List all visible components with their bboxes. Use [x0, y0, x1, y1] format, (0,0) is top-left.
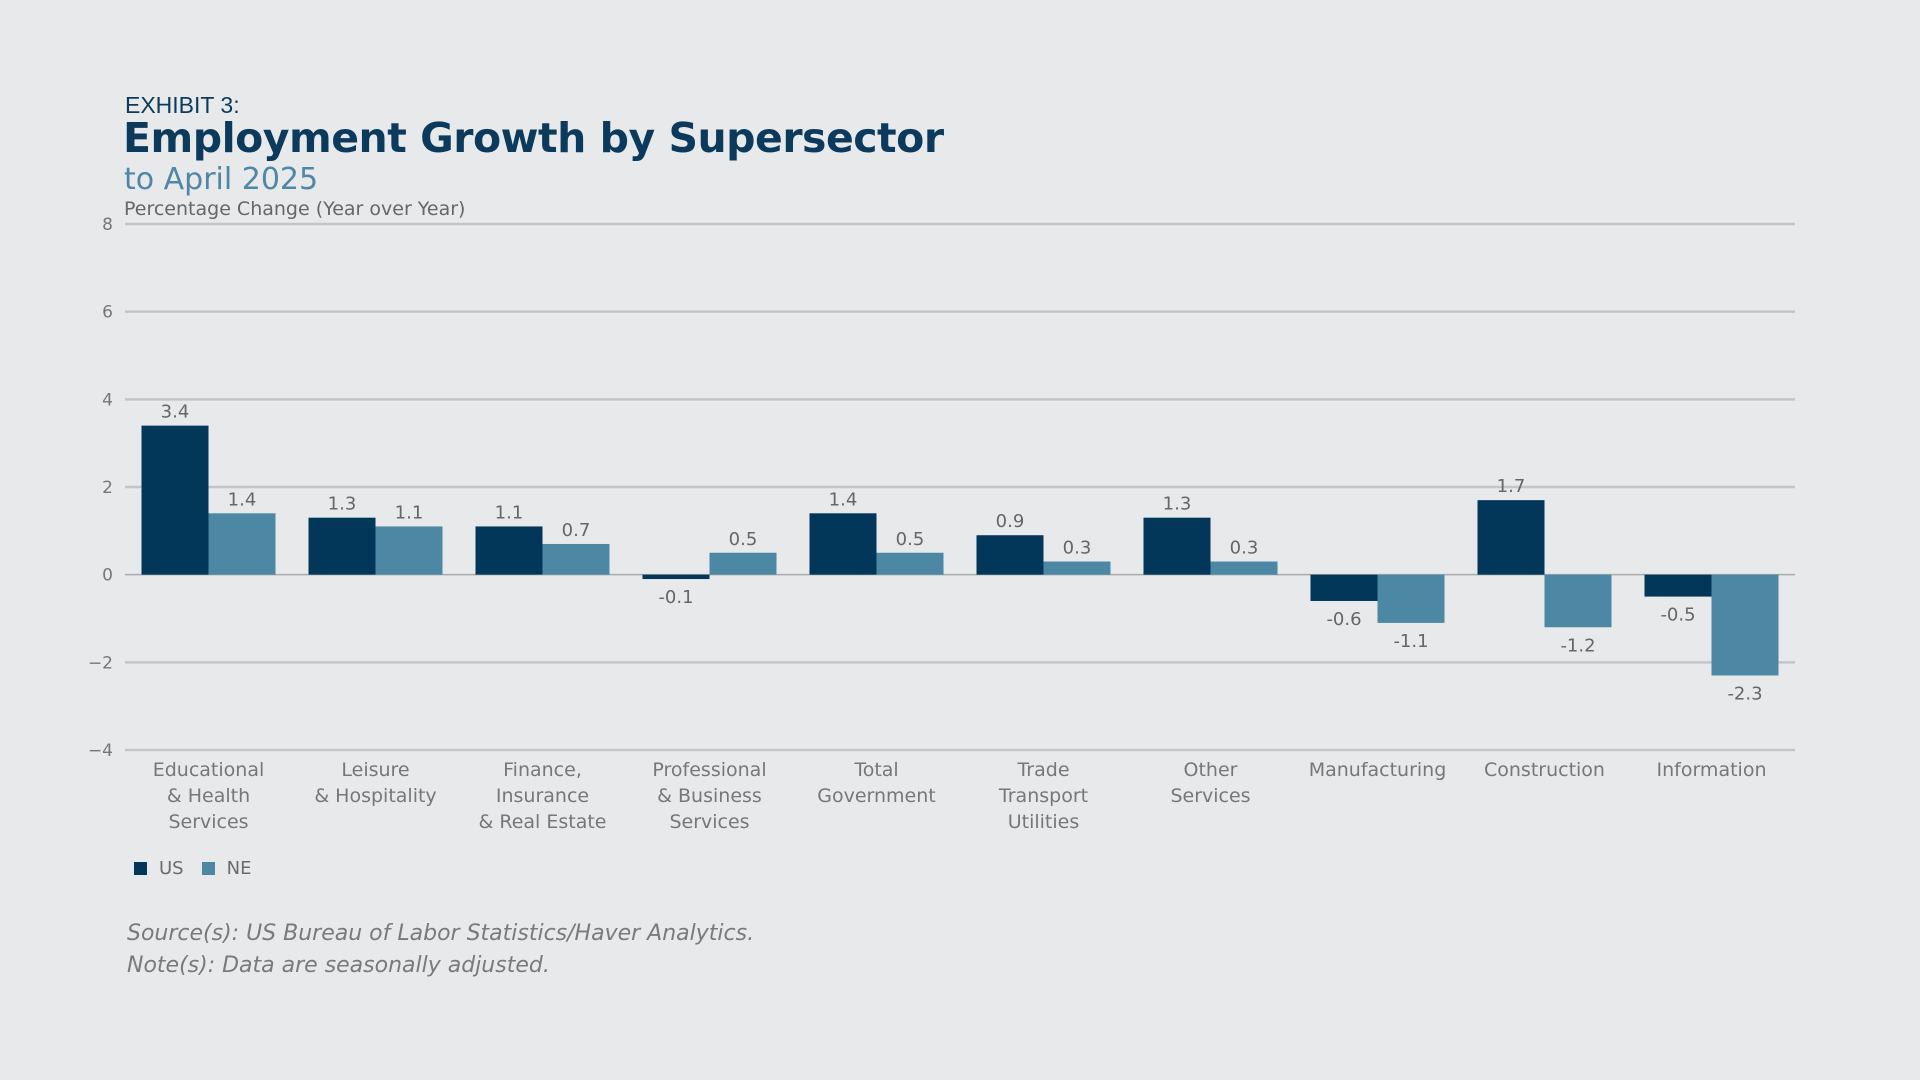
data-label: -0.6: [1326, 609, 1361, 630]
x-tick-label: Other Services: [1170, 759, 1250, 807]
x-tick-label: Professional & Business Services: [652, 759, 766, 833]
exhibit-label: EXHIBIT 3:: [125, 92, 240, 118]
data-label: 1.7: [1497, 476, 1526, 497]
data-label: 1.3: [1163, 494, 1192, 515]
y-tick-label: −4: [88, 741, 113, 761]
bar-ne: [542, 543, 610, 575]
x-tick-label: Total Government: [817, 759, 936, 807]
y-tick-label: 6: [102, 303, 113, 323]
data-label: 0.3: [1063, 538, 1092, 559]
bar-us: [141, 425, 209, 575]
data-label: 1.4: [228, 489, 257, 510]
bar-ne: [208, 513, 276, 575]
bar-ne: [709, 552, 777, 575]
bar-ne: [1210, 561, 1278, 575]
data-label: 0.5: [729, 529, 758, 550]
data-label: 1.1: [395, 502, 424, 523]
y-tick-label: −2: [88, 653, 113, 673]
bar-us: [1644, 574, 1712, 597]
bar-us: [308, 517, 376, 575]
bar-ne: [1544, 574, 1612, 628]
bar-us: [642, 574, 710, 580]
data-label: 0.7: [562, 520, 591, 541]
bar-ne: [1377, 574, 1445, 623]
x-tick-label: Trade Transport Utilities: [998, 759, 1088, 833]
y-tick-label: 0: [102, 566, 113, 586]
legend-label-us: US: [159, 858, 184, 879]
legend-item-ne: NE: [201, 858, 252, 879]
legend-label-ne: NE: [226, 858, 252, 879]
bar-us: [1477, 500, 1545, 575]
data-label: -0.1: [658, 587, 693, 608]
chart-subtitle: to April 2025: [124, 162, 319, 197]
bar-ne: [1043, 561, 1111, 575]
data-label: -1.2: [1560, 635, 1595, 656]
legend-item-us: US: [134, 858, 184, 879]
bar-us: [809, 513, 877, 575]
bar-ne: [1711, 574, 1779, 676]
legend-swatch-us: [134, 862, 147, 875]
y-tick-label: 2: [102, 478, 113, 498]
data-label: 0.9: [996, 511, 1025, 532]
x-tick-label: Manufacturing: [1309, 759, 1447, 781]
source-note: Source(s): US Bureau of Labor Statistics…: [127, 921, 755, 946]
chart-title: Employment Growth by Supersector: [123, 114, 944, 162]
data-label: 3.4: [161, 402, 190, 423]
x-tick-label: Construction: [1484, 759, 1605, 781]
data-label: -0.5: [1660, 605, 1695, 626]
data-note: Note(s): Data are seasonally adjusted.: [127, 953, 550, 978]
data-label: 1.4: [829, 489, 858, 510]
y-axis-label: Percentage Change (Year over Year): [124, 198, 466, 220]
x-tick-label: Information: [1657, 759, 1767, 781]
data-label: 0.3: [1230, 538, 1259, 559]
bar-us: [976, 535, 1044, 575]
data-label: -2.3: [1727, 683, 1762, 704]
x-tick-label: Educational & Health Services: [153, 759, 265, 833]
x-tick-label: Leisure & Hospitality: [314, 759, 436, 807]
legend: US NE: [134, 858, 269, 879]
bar-ne: [375, 526, 443, 575]
legend-swatch-ne: [201, 862, 215, 875]
data-label: 0.5: [896, 529, 925, 550]
data-label: 1.3: [328, 494, 357, 515]
bar-ne: [876, 552, 944, 575]
bar-us: [475, 526, 543, 575]
data-label: 1.1: [495, 502, 524, 523]
y-tick-label: 4: [102, 390, 113, 410]
x-tick-label: Finance, Insurance & Real Estate: [479, 759, 607, 833]
data-label: -1.1: [1393, 631, 1428, 652]
bar-chart: 8 6 4 2 0 −2 −4 3.4 1.3 1.1 -0.1 1.4 0.9 1.3 -0.6 1.7 -0…: [88, 215, 1795, 833]
bar-us: [1310, 574, 1378, 601]
footnotes: Source(s): US Bureau of Labor Statistics…: [127, 918, 754, 982]
bar-us: [1143, 517, 1211, 575]
y-tick-label: 8: [102, 215, 113, 235]
